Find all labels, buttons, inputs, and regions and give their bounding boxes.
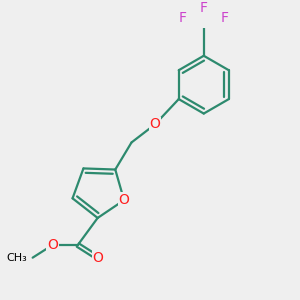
Text: F: F xyxy=(221,11,229,25)
Text: O: O xyxy=(47,238,58,252)
Text: O: O xyxy=(92,251,103,265)
Text: O: O xyxy=(150,117,160,131)
Text: F: F xyxy=(179,11,187,25)
Text: CH₃: CH₃ xyxy=(7,253,27,263)
Text: O: O xyxy=(118,193,130,207)
Text: F: F xyxy=(200,1,208,15)
